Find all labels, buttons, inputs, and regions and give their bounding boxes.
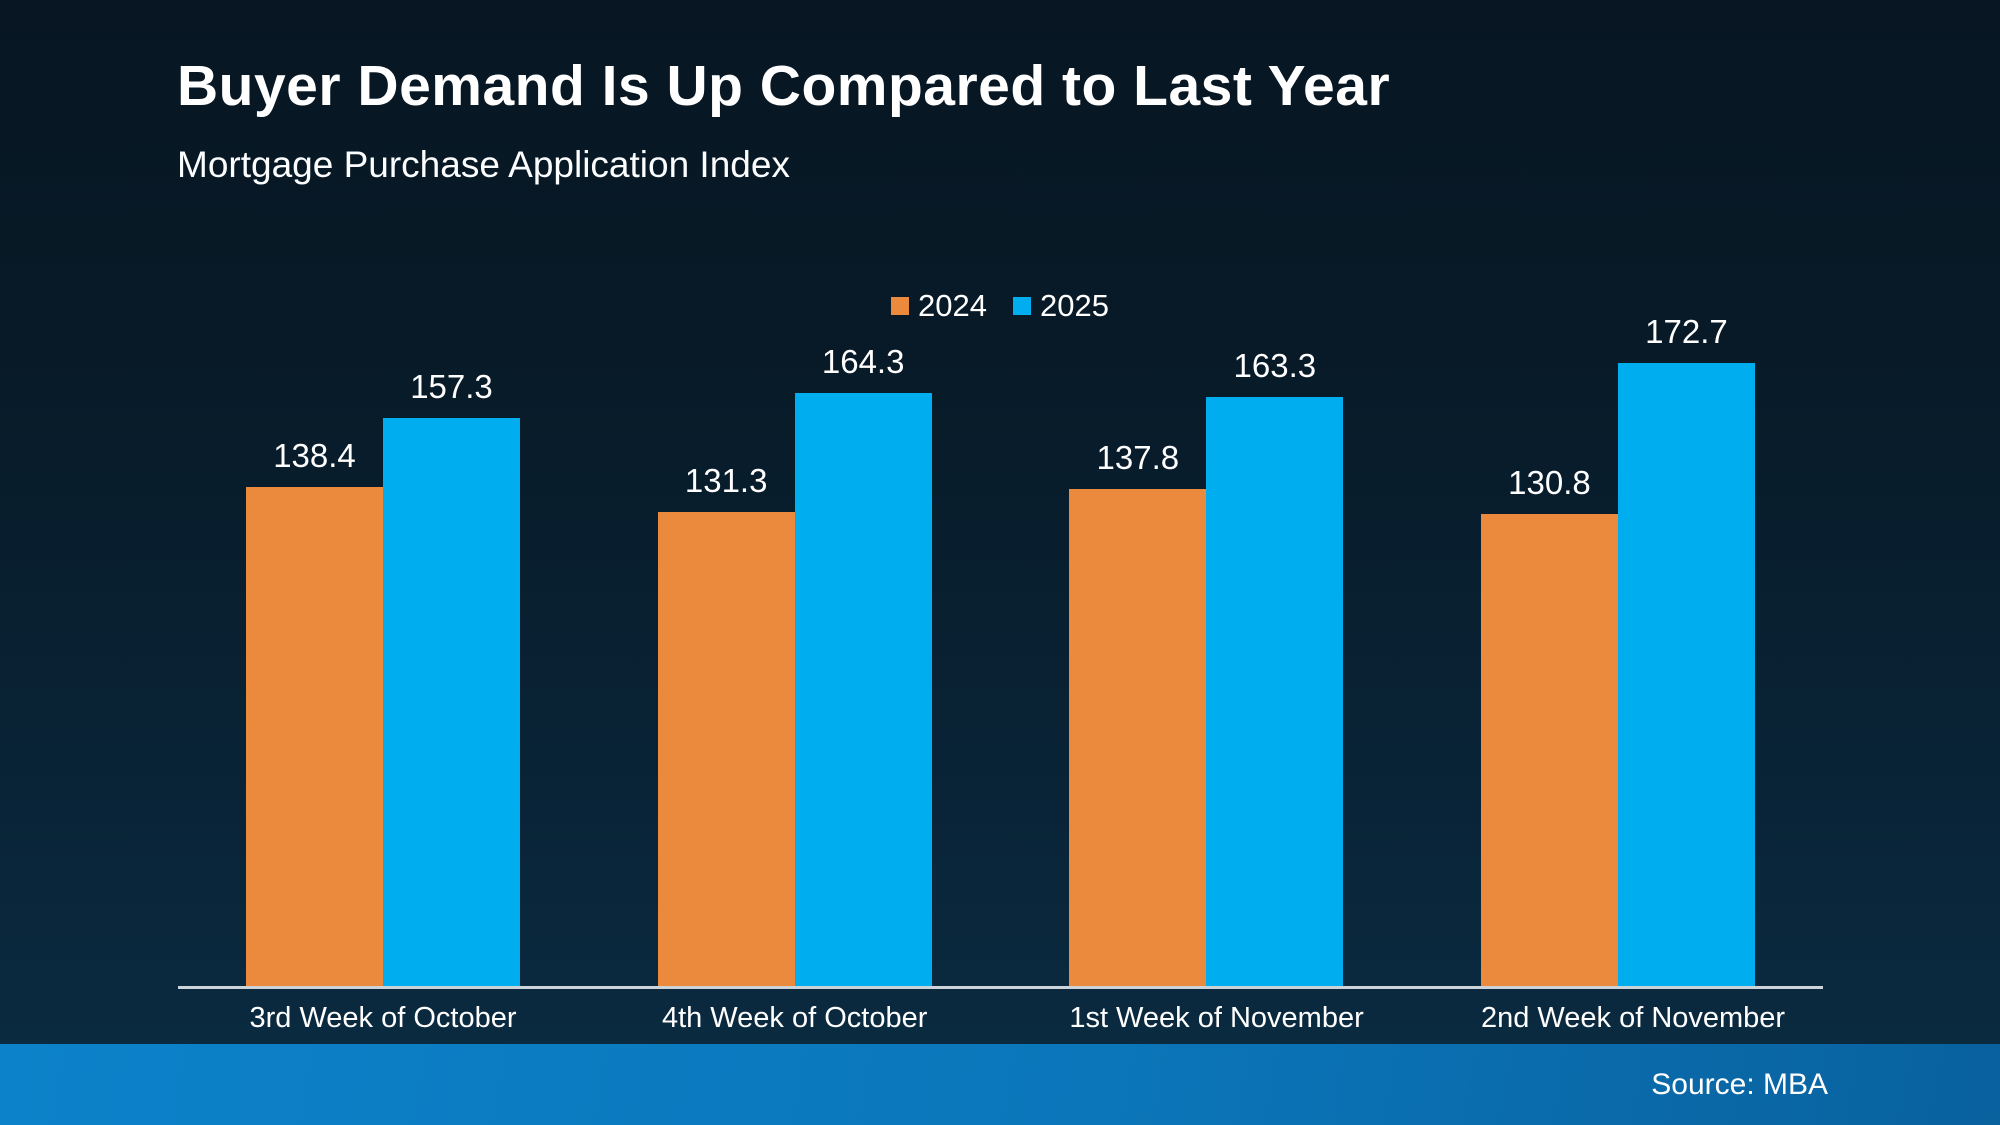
- bar-group-1st-week-of-november: 137.8 163.3: [1069, 318, 1344, 988]
- bar-group-4th-week-of-october: 131.3 164.3: [657, 318, 932, 988]
- legend-label-2024: 2024: [918, 288, 987, 323]
- bar-value-label-2025-4th-week-of-october: 164.3: [821, 342, 905, 380]
- bar-value-label-2025-1st-week-of-november: 163.3: [1233, 346, 1317, 384]
- bar-value-label-2024-2nd-week-of-november: 130.8: [1508, 464, 1591, 502]
- bar-2025-3rd-week-of-october: 157.3: [383, 368, 520, 988]
- chart-subtitle: Mortgage Purchase Application Index: [177, 143, 790, 185]
- chart-header: Buyer Demand Is Up Compared to Last Year…: [177, 54, 1390, 186]
- bar-value-label-2025-2nd-week-of-november: 172.7: [1645, 312, 1728, 350]
- bar-2024-4th-week-of-october: 131.3: [657, 462, 795, 988]
- bar-2024-1st-week-of-november: 137.8: [1069, 439, 1207, 988]
- bar-2025-2nd-week-of-november: 172.7: [1617, 313, 1755, 988]
- bar-chart-plot-area: 138.4 157.3 131.3 164.3 137.8 163.3 130.8 172.7: [178, 313, 1823, 988]
- chart-legend: 2024 2025: [0, 288, 2000, 324]
- legend-swatch-2024: [891, 297, 910, 315]
- x-axis-line: [178, 986, 1823, 989]
- chart-title: Buyer Demand Is Up Compared to Last Year: [177, 54, 1391, 118]
- bar-2025-4th-week-of-october: 164.3: [794, 343, 932, 988]
- x-axis-label-2nd-week-of-november: 2nd Week of November: [1480, 1002, 1786, 1034]
- x-axis-label-1st-week-of-november: 1st Week of November: [1069, 1002, 1364, 1034]
- legend-label-2025: 2025: [1040, 288, 1109, 323]
- footer-bar: Source: MBA: [0, 1044, 2000, 1125]
- bar-value-label-2025-3rd-week-of-october: 157.3: [410, 368, 493, 406]
- bar-2024-3rd-week-of-october: 138.4: [246, 437, 383, 988]
- bar-group-2nd-week-of-november: 130.8 172.7: [1480, 313, 1755, 988]
- legend-item-2024: 2024: [891, 288, 987, 324]
- bar-2025-1st-week-of-november: 163.3: [1206, 347, 1344, 988]
- bar-group-3rd-week-of-october: 138.4 157.3: [246, 318, 520, 988]
- legend-swatch-2025: [1013, 297, 1031, 315]
- bar-2024-2nd-week-of-november: 130.8: [1480, 464, 1618, 988]
- bar-value-label-2024-1st-week-of-november: 137.8: [1096, 438, 1180, 476]
- bar-value-label-2024-3rd-week-of-october: 138.4: [273, 436, 356, 474]
- source-text: Source: MBA: [1651, 1068, 1828, 1101]
- x-axis-labels: 3rd Week of October 4th Week of October 1s…: [178, 1002, 1823, 1035]
- x-axis-label-3rd-week-of-october: 3rd Week of October: [249, 1002, 517, 1034]
- legend-item-2025: 2025: [1013, 288, 1109, 324]
- x-axis-label-4th-week-of-october: 4th Week of October: [661, 1002, 928, 1034]
- bar-value-label-2024-4th-week-of-october: 131.3: [684, 462, 768, 500]
